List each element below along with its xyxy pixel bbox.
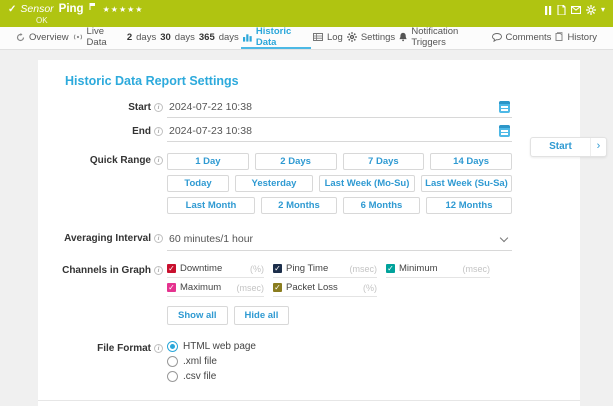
info-icon[interactable]: i bbox=[154, 156, 163, 165]
channels-in-graph-label: Channels in Graph i bbox=[38, 263, 163, 276]
file-format-xml-option[interactable]: .xml file bbox=[167, 356, 512, 367]
speech-bubble-icon bbox=[491, 32, 502, 42]
checkbox-checked-icon[interactable]: ✓ bbox=[273, 264, 282, 273]
sensor-type-label: Sensor bbox=[20, 3, 54, 15]
bell-icon bbox=[399, 32, 407, 42]
info-icon[interactable]: i bbox=[154, 103, 163, 112]
hide-all-button[interactable]: Hide all bbox=[233, 306, 290, 325]
email-icon[interactable] bbox=[570, 6, 581, 14]
tab-bar: Overview Live Data 2 days 30 days 365 days … bbox=[0, 26, 613, 50]
quick-range-yesterday-button[interactable]: Yesterday bbox=[235, 175, 313, 192]
tab-365-days[interactable]: 365 days bbox=[198, 31, 239, 43]
quick-range-6-months-button[interactable]: 6 Months bbox=[343, 197, 420, 214]
quick-range-2-months-button[interactable]: 2 Months bbox=[261, 197, 337, 214]
info-icon[interactable]: i bbox=[154, 344, 163, 353]
channel-downtime: ✓ Downtime (%) bbox=[167, 263, 264, 278]
history-page-icon bbox=[555, 32, 563, 41]
bar-chart-icon bbox=[242, 33, 252, 42]
checkbox-checked-icon[interactable]: ✓ bbox=[386, 264, 395, 273]
radio-icon[interactable] bbox=[167, 356, 178, 367]
quick-range-12-months-button[interactable]: 12 Months bbox=[426, 197, 512, 214]
calendar-icon[interactable] bbox=[499, 101, 510, 113]
radio-icon[interactable] bbox=[167, 371, 178, 382]
start-report-button[interactable]: Start › bbox=[530, 137, 607, 157]
refresh-icon bbox=[16, 32, 25, 41]
tab-log[interactable]: Log bbox=[311, 27, 345, 49]
show-all-button[interactable]: Show all bbox=[167, 306, 228, 325]
signal-icon bbox=[73, 34, 82, 40]
chevron-right-icon: › bbox=[590, 138, 606, 156]
calendar-icon[interactable] bbox=[499, 125, 510, 137]
tab-2-days[interactable]: 2 days bbox=[126, 31, 157, 43]
tab-settings[interactable]: Settings bbox=[345, 27, 397, 49]
table-icon bbox=[312, 33, 323, 41]
radio-selected-icon[interactable] bbox=[167, 341, 178, 352]
sensor-header: ✓ Sensor Ping ★★★★★ OK ▾ bbox=[0, 0, 613, 27]
quick-range-7-days-button[interactable]: 7 Days bbox=[342, 153, 425, 170]
priority-flag-icon bbox=[89, 0, 95, 15]
end-date-input[interactable]: 2024-07-23 10:38 bbox=[167, 124, 512, 142]
file-format-html-option[interactable]: HTML web page bbox=[167, 341, 512, 352]
tab-historic-data[interactable]: Historic Data bbox=[240, 26, 311, 49]
pause-icon[interactable] bbox=[544, 5, 552, 15]
gear-icon bbox=[347, 32, 357, 42]
quick-range-2-days-button[interactable]: 2 Days bbox=[254, 153, 337, 170]
tab-comments[interactable]: Comments bbox=[490, 27, 554, 49]
info-icon[interactable]: i bbox=[154, 234, 163, 243]
tab-30-days[interactable]: 30 days bbox=[160, 31, 195, 43]
quick-range-14-days-button[interactable]: 14 Days bbox=[430, 153, 512, 170]
channel-minimum: ✓ Minimum (msec) bbox=[386, 263, 490, 278]
tab-notification-triggers[interactable]: Notification Triggers bbox=[397, 26, 489, 49]
priority-stars[interactable]: ★★★★★ bbox=[102, 4, 144, 14]
channel-maximum: ✓ Maximum (msec) bbox=[167, 282, 264, 297]
info-icon[interactable]: i bbox=[154, 266, 163, 275]
tab-live-data[interactable]: Live Data bbox=[71, 26, 125, 49]
quick-range-last-week-su-sa-button[interactable]: Last Week (Su-Sa) bbox=[421, 175, 512, 192]
report-icon[interactable] bbox=[557, 5, 566, 15]
sensor-name: Ping bbox=[58, 3, 84, 15]
settings-card: Historic Data Report Settings Start i 202… bbox=[38, 60, 580, 406]
status-check-icon: ✓ bbox=[8, 3, 17, 15]
quick-range-1-day-button[interactable]: 1 Day bbox=[167, 153, 249, 170]
section-title-report-settings: Historic Data Report Settings bbox=[65, 74, 239, 88]
checkbox-checked-icon[interactable]: ✓ bbox=[273, 283, 282, 292]
info-icon[interactable]: i bbox=[154, 127, 163, 136]
page-content: Historic Data Report Settings Start i 202… bbox=[0, 50, 613, 406]
menu-caret-icon[interactable]: ▾ bbox=[600, 5, 605, 14]
file-format-csv-option[interactable]: .csv file bbox=[167, 371, 512, 382]
quick-range-today-button[interactable]: Today bbox=[167, 175, 229, 192]
chevron-down-icon bbox=[499, 233, 509, 242]
averaging-interval-select[interactable]: 60 minutes/1 hour bbox=[167, 231, 512, 251]
end-label: End i bbox=[38, 124, 163, 137]
averaging-interval-label: Averaging Interval i bbox=[38, 231, 163, 244]
channel-ping-time: ✓ Ping Time (msec) bbox=[273, 263, 377, 278]
start-label: Start i bbox=[38, 100, 163, 113]
quick-range-label: Quick Range i bbox=[38, 153, 163, 166]
gear-icon[interactable] bbox=[585, 5, 596, 15]
tab-overview[interactable]: Overview bbox=[14, 27, 71, 49]
section-divider bbox=[38, 400, 580, 401]
quick-range-last-week-mo-su-button[interactable]: Last Week (Mo-Su) bbox=[319, 175, 415, 192]
channel-packet-loss: ✓ Packet Loss (%) bbox=[273, 282, 377, 297]
checkbox-checked-icon[interactable]: ✓ bbox=[167, 264, 176, 273]
checkbox-checked-icon[interactable]: ✓ bbox=[167, 283, 176, 292]
start-date-input[interactable]: 2024-07-22 10:38 bbox=[167, 100, 512, 118]
tab-history[interactable]: History bbox=[553, 27, 599, 49]
quick-range-last-month-button[interactable]: Last Month bbox=[167, 197, 255, 214]
file-format-label: File Format i bbox=[38, 341, 163, 354]
sensor-status-text: OK bbox=[36, 16, 48, 25]
